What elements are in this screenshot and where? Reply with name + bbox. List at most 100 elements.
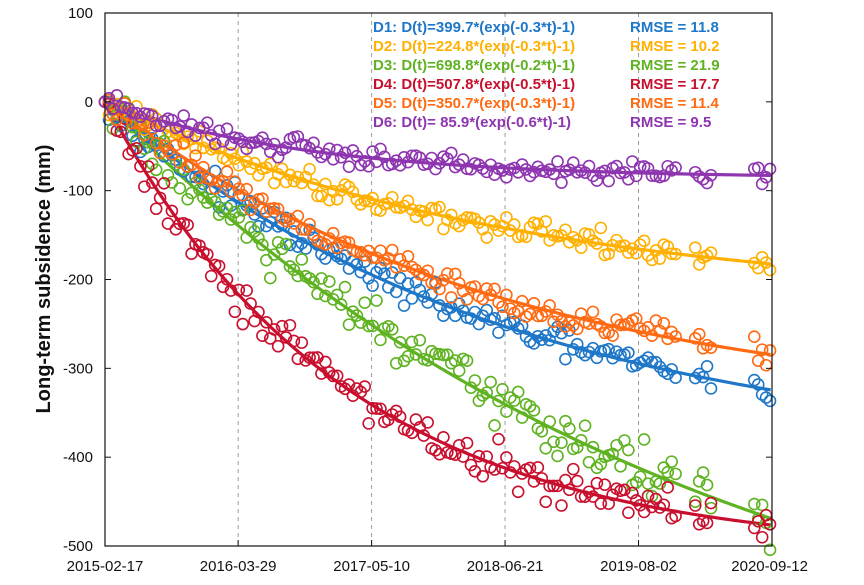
legend: D1: D(t)=399.7*(exp(-0.3*t)-1) RMSE = 11.… (373, 19, 720, 131)
y-tick-label: -200 (63, 272, 93, 289)
data-point-d4 (755, 530, 769, 544)
data-point-d4 (114, 125, 128, 139)
data-point-d3 (149, 163, 163, 177)
data-point-d3 (362, 319, 375, 333)
data-point-d2 (539, 215, 553, 228)
data-point-d6 (547, 167, 560, 181)
data-point-d1 (606, 351, 619, 365)
data-point-d2 (366, 191, 379, 205)
data-point-d3 (755, 498, 769, 512)
data-point-d4 (326, 369, 340, 383)
data-point-d4 (476, 469, 490, 483)
data-point-d4 (704, 496, 718, 510)
y-tick-label: -100 (63, 183, 93, 200)
data-point-d1 (610, 345, 623, 358)
data-point-d2 (283, 168, 297, 182)
data-point-d5 (350, 245, 364, 259)
data-point-d5 (570, 322, 584, 336)
data-point-d3 (614, 460, 627, 473)
data-point-d6 (330, 143, 344, 157)
data-point-d4 (212, 259, 226, 273)
data-point-d4 (385, 408, 399, 421)
data-point-d1 (492, 326, 505, 339)
data-point-d2 (633, 238, 647, 251)
data-point-d2 (362, 194, 375, 208)
data-point-d2 (570, 233, 584, 247)
data-point-d3 (370, 294, 383, 307)
data-point-d4 (594, 497, 608, 510)
data-point-d5 (244, 203, 257, 217)
data-point-d4 (322, 366, 336, 379)
data-point-d2 (704, 246, 718, 259)
data-point-d4 (590, 476, 604, 490)
data-point-d1 (692, 367, 706, 381)
data-point-d1 (590, 351, 604, 365)
data-point-d4 (287, 334, 301, 348)
data-point-d4 (661, 481, 675, 494)
data-point-d2 (279, 175, 293, 189)
data-point-d4 (480, 450, 494, 463)
data-point-d2 (130, 99, 143, 113)
data-point-d3 (346, 305, 360, 318)
x-tick-label: 2016-03-29 (200, 558, 277, 575)
data-point-d3 (311, 287, 324, 301)
data-point-d6 (134, 110, 147, 124)
data-point-d6 (696, 172, 710, 186)
data-point-d2 (263, 157, 277, 171)
data-point-d5 (232, 182, 246, 195)
data-point-d2 (389, 200, 403, 214)
data-point-d5 (649, 314, 663, 327)
data-point-d1 (653, 360, 667, 374)
data-point-d4 (566, 462, 580, 476)
data-point-d4 (618, 483, 631, 497)
data-point-d6 (751, 161, 765, 175)
data-point-d2 (665, 247, 678, 261)
data-point-d2 (189, 141, 202, 155)
data-point-d6 (338, 146, 352, 160)
data-point-d4 (145, 176, 159, 189)
data-point-d4 (456, 450, 470, 463)
data-point-d2 (307, 178, 320, 192)
data-point-d5 (134, 117, 147, 131)
data-point-d5 (547, 315, 560, 328)
data-point-d1 (413, 283, 427, 297)
data-point-d4 (307, 351, 320, 364)
data-point-d5 (169, 138, 183, 152)
data-point-d4 (224, 284, 238, 297)
data-point-d5 (523, 307, 537, 321)
data-point-d2 (700, 249, 714, 262)
data-point-d6 (500, 171, 513, 184)
data-point-d4 (551, 479, 564, 493)
data-point-d3 (208, 195, 222, 209)
data-point-d5 (220, 165, 234, 178)
data-point-d4 (362, 417, 375, 430)
data-point-d1 (389, 285, 403, 299)
data-point-d4 (625, 486, 639, 500)
data-point-d6 (181, 125, 194, 139)
data-point-d1 (614, 348, 627, 362)
data-point-d1 (696, 370, 710, 384)
data-point-d5 (326, 226, 340, 240)
data-point-d2 (405, 203, 419, 216)
data-point-d2 (692, 258, 706, 271)
data-point-d3 (295, 253, 309, 266)
data-point-d3 (492, 394, 505, 408)
data-point-d2 (240, 155, 253, 168)
data-point-d4 (275, 319, 289, 333)
data-point-d1 (468, 305, 482, 319)
data-point-d2 (193, 125, 206, 138)
data-point-d5 (653, 324, 667, 338)
data-point-d2 (559, 223, 572, 237)
data-point-d6 (342, 160, 356, 173)
data-point-d5 (688, 331, 702, 345)
data-point-d6 (763, 162, 777, 176)
data-point-d6 (622, 172, 635, 186)
data-point-d4 (460, 436, 474, 450)
data-point-d3 (181, 192, 194, 206)
data-point-d4 (641, 489, 655, 503)
data-point-d4 (429, 444, 442, 457)
data-point-d5 (704, 341, 718, 354)
data-point-d3 (578, 419, 592, 433)
data-point-d3 (342, 318, 356, 331)
data-point-d4 (692, 517, 706, 531)
